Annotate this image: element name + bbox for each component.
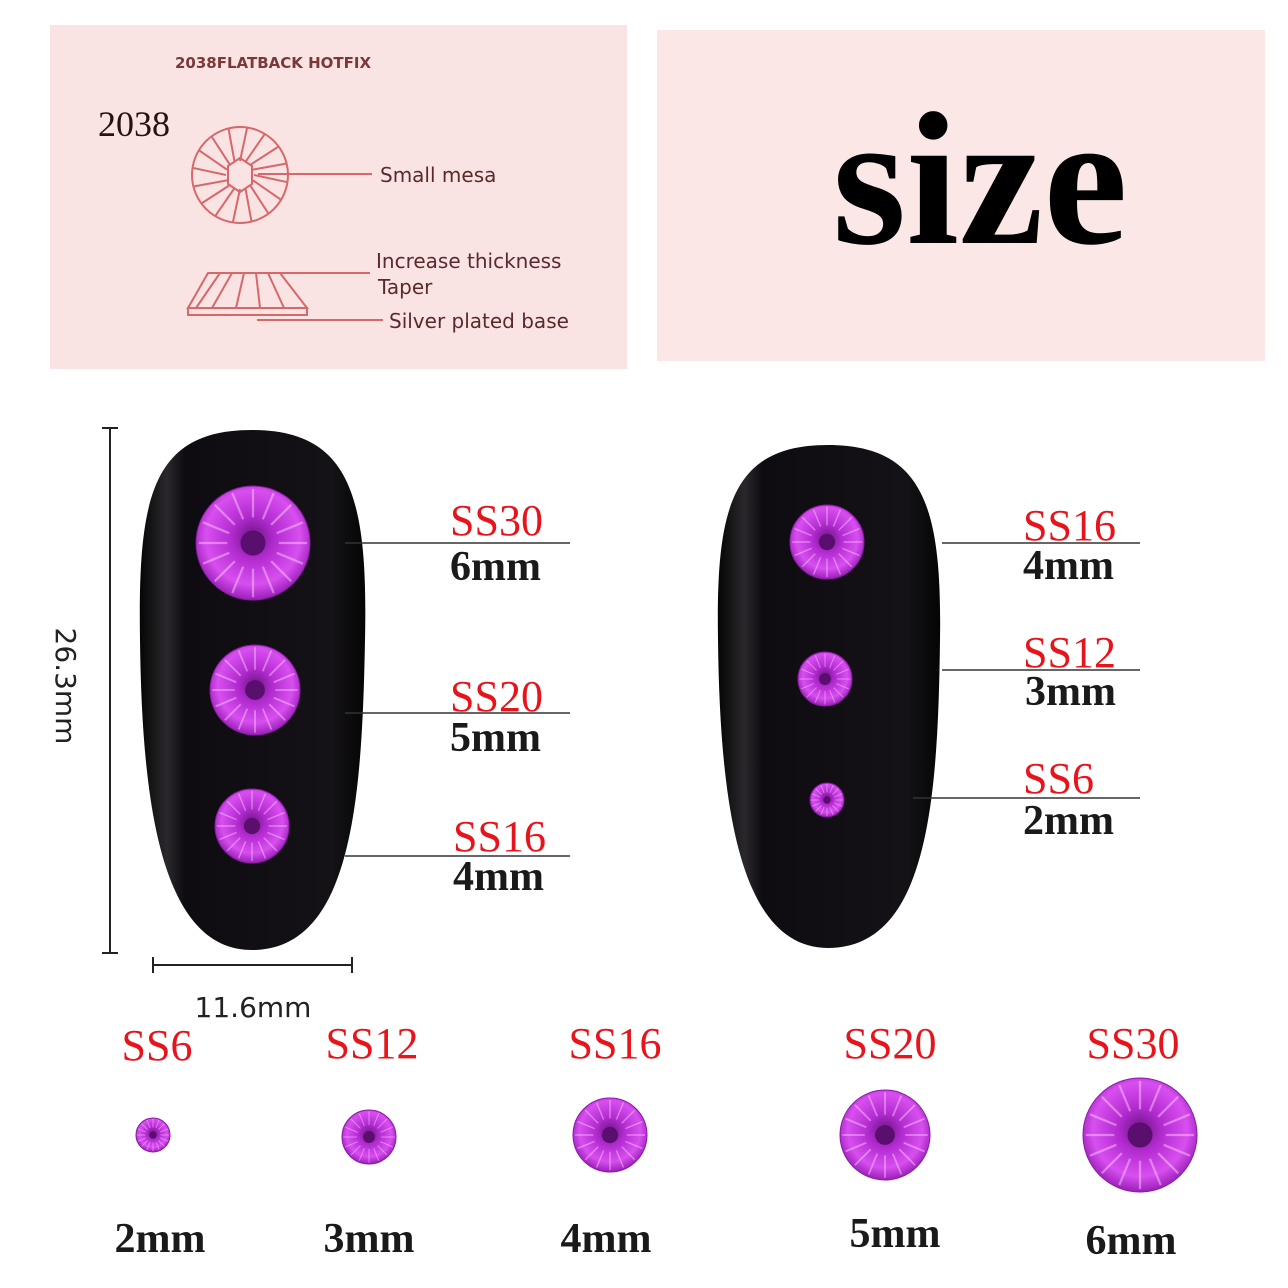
label-increase-thickness: Increase thickness	[376, 249, 561, 273]
row-size-5: 6mm	[1086, 1218, 1177, 1264]
row-code-2: SS12	[326, 1019, 419, 1068]
nail-left-size-2: 5mm	[450, 715, 541, 761]
row-code-5: SS30	[1087, 1019, 1180, 1068]
rhinestone-gem	[341, 1109, 397, 1165]
title-panel	[657, 30, 1265, 361]
rhinestone-gem	[214, 788, 290, 864]
nail-left-size-1: 6mm	[450, 544, 541, 590]
rhinestone-gem	[195, 485, 311, 601]
rhinestones	[135, 485, 1198, 1193]
top-view-diagram	[191, 126, 289, 224]
row-size-3: 4mm	[561, 1216, 652, 1262]
height-label: 26.3mm	[49, 628, 82, 745]
rhinestone-gem	[1082, 1077, 1198, 1193]
row-size-4: 5mm	[850, 1211, 941, 1257]
label-small-mesa: Small mesa	[380, 163, 496, 187]
leader-lines	[345, 542, 1140, 857]
nail-right-size-2: 3mm	[1025, 669, 1116, 715]
diagram-panel: 2038FLATBACK HOTFIX 2038 Small mesa Incr…	[50, 25, 627, 369]
title: size	[832, 75, 1127, 285]
nail-right-code-1: SS16	[1023, 501, 1116, 550]
row-code-4: SS20	[844, 1019, 937, 1068]
nail-left-size-3: 4mm	[453, 854, 544, 900]
nail-right-code-3: SS6	[1023, 754, 1094, 803]
rhinestone-gem	[135, 1117, 171, 1153]
nail-right-size-1: 4mm	[1023, 543, 1114, 589]
diagram-header: 2038FLATBACK HOTFIX	[175, 54, 371, 72]
row-code-3: SS16	[569, 1019, 662, 1068]
rhinestone-gem	[839, 1089, 931, 1181]
row-size-1: 2mm	[115, 1216, 206, 1262]
height-dimension	[102, 427, 118, 954]
nail-left-code-1: SS30	[450, 496, 543, 545]
side-view-diagram	[186, 272, 310, 316]
label-silver-plated-base: Silver plated base	[389, 309, 569, 333]
label-taper: Taper	[377, 275, 433, 299]
model-number: 2038	[98, 104, 170, 144]
rhinestone-gem	[209, 644, 301, 736]
rhinestone-gem	[797, 651, 853, 707]
rhinestone-gem	[809, 782, 845, 818]
nail-left-code-3: SS16	[453, 812, 546, 861]
row-code-1: SS6	[122, 1021, 193, 1070]
rhinestone-gem	[572, 1097, 648, 1173]
nail-left-code-2: SS20	[450, 672, 543, 721]
rhinestone-gem	[789, 504, 865, 580]
nail-right-code-2: SS12	[1023, 628, 1116, 677]
width-label: 11.6mm	[195, 991, 312, 1024]
nail-right-size-3: 2mm	[1023, 798, 1114, 844]
row-size-2: 3mm	[324, 1216, 415, 1262]
width-dimension	[152, 957, 353, 973]
